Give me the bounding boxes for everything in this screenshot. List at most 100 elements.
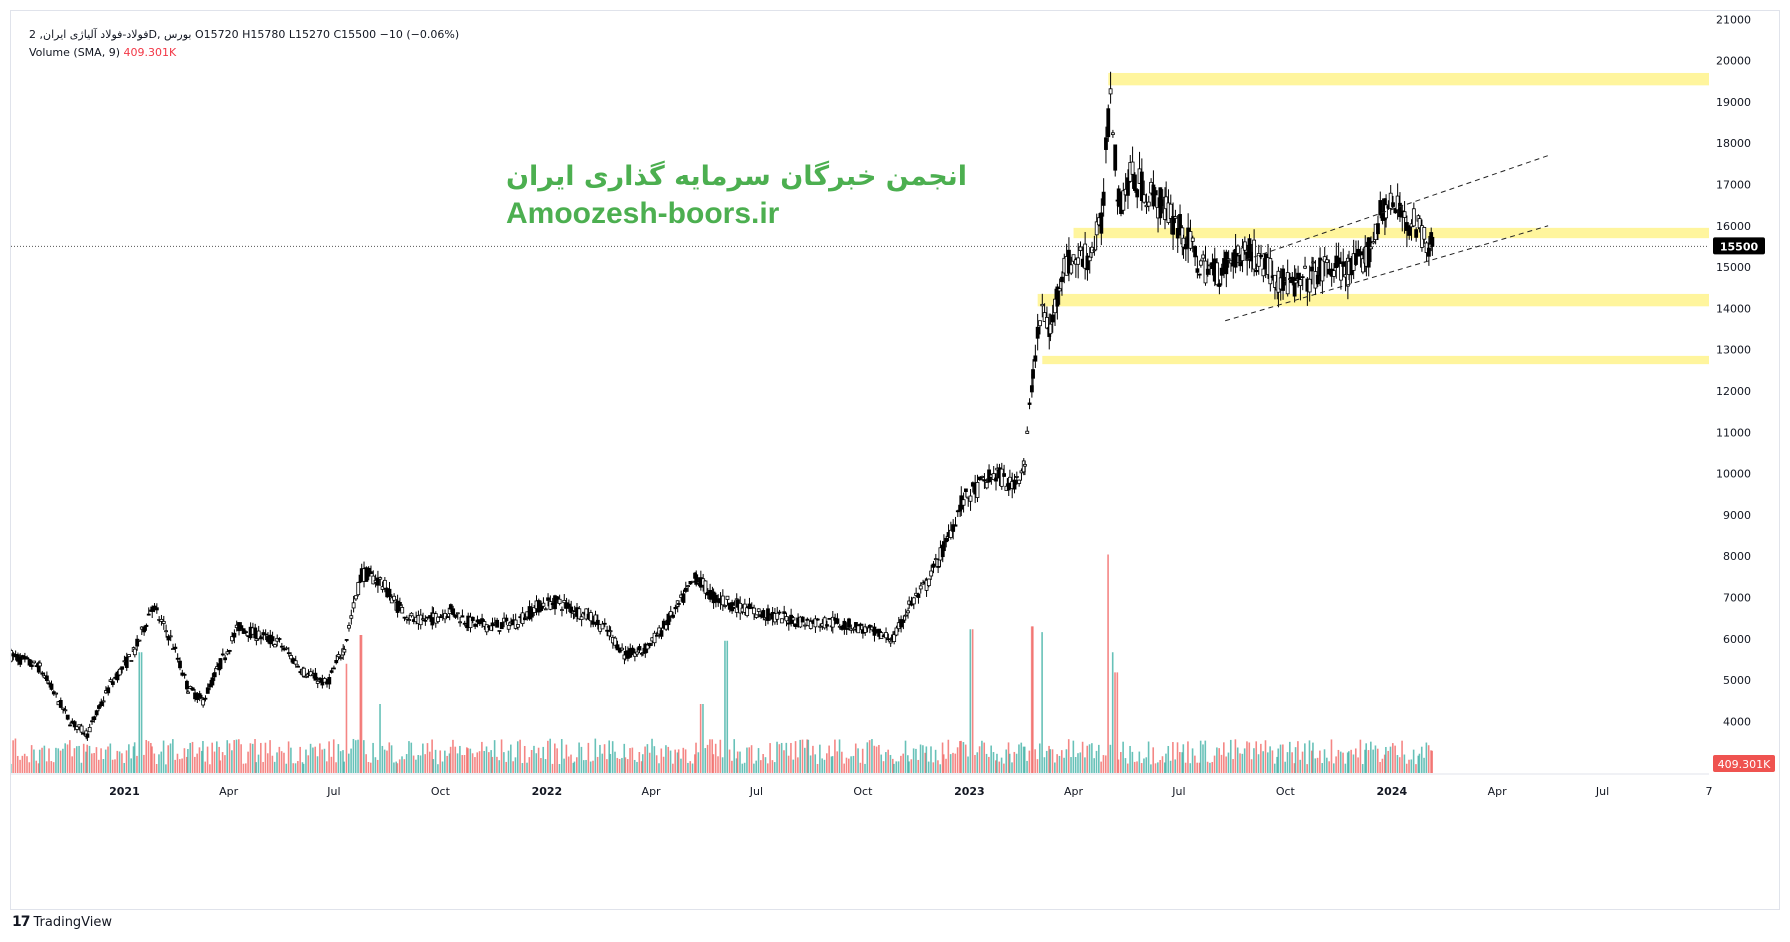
volume-bar [437, 764, 439, 773]
volume-bar [1430, 750, 1432, 773]
candle-body [253, 627, 258, 639]
candle-body [1388, 192, 1393, 209]
volume-bar [1370, 741, 1372, 773]
candle-body [1422, 227, 1427, 240]
volume-bar [1084, 757, 1086, 773]
volume-bar [1167, 745, 1170, 773]
volume-bar [114, 759, 116, 773]
candle-body [1031, 369, 1035, 379]
volume-bar [544, 759, 547, 773]
candle-body [497, 630, 502, 632]
volume-bar [769, 743, 771, 773]
volume-bar [676, 752, 679, 773]
tradingview-brand[interactable]: TradingView [33, 914, 113, 930]
volume-bar [941, 742, 944, 773]
volume-bar [153, 753, 156, 773]
volume-bar [1126, 763, 1129, 773]
volume-bar [1389, 746, 1392, 773]
volume-bar [733, 739, 736, 773]
candle-body [351, 602, 356, 609]
candle-body [1190, 237, 1195, 242]
volume-bar [962, 742, 965, 773]
volume-bar [1187, 741, 1189, 773]
volume-bar [287, 741, 290, 773]
candle-body [445, 616, 450, 618]
volume-bar [741, 763, 744, 773]
volume-bar [910, 759, 913, 773]
volume-bar [712, 754, 715, 773]
candle-body [68, 724, 72, 727]
volume-bar [526, 762, 528, 773]
volume-bar [1060, 750, 1063, 773]
volume-bar [1199, 740, 1202, 773]
volume-bar [198, 747, 201, 773]
candle-body [1339, 263, 1343, 281]
candle-body [296, 665, 300, 668]
volume-bar [123, 762, 126, 773]
volume-bar [753, 763, 755, 773]
candle-body [926, 578, 931, 587]
volume-bar [35, 760, 38, 773]
volume-bar [1007, 742, 1010, 773]
volume-bar [359, 635, 362, 773]
volume-bar [651, 738, 653, 773]
volume-bar [456, 753, 459, 773]
volume-bar [1267, 752, 1269, 773]
candle-body [815, 618, 820, 621]
volume-bar [38, 749, 41, 773]
x-tick-label: Apr [1064, 785, 1084, 798]
watermark-persian: انجمن خبرگان سرمایه گذاری ایران [506, 161, 968, 192]
volume-bar [1332, 763, 1335, 773]
candle-body [1361, 258, 1365, 273]
candle-body [847, 618, 851, 628]
volume-bar [64, 743, 67, 773]
volume-bar [959, 741, 961, 773]
candle-body [279, 645, 284, 648]
volume-bar [439, 750, 442, 773]
candle-body [1201, 254, 1206, 259]
candle-body [984, 482, 989, 489]
volume-bar [1138, 751, 1141, 773]
volume-bar [809, 755, 812, 773]
y-tick-label: 17000 [1716, 178, 1751, 191]
price-chart[interactable]: 3000400050006000700080009000100001100012… [11, 11, 1779, 909]
volume-bar [1049, 749, 1052, 773]
volume-bar [669, 750, 672, 773]
candle-body [901, 619, 906, 623]
volume-bar [621, 757, 623, 773]
volume-bar [714, 743, 717, 773]
volume-bar [626, 759, 629, 773]
volume-bar [567, 756, 570, 773]
candle-body [1027, 402, 1032, 405]
volume-bar [454, 746, 457, 773]
volume-bar [55, 747, 57, 773]
volume-bar [762, 754, 764, 773]
volume-bar [908, 761, 910, 773]
candle-body [1411, 208, 1416, 227]
volume-bar [523, 745, 526, 773]
volume-bar [449, 746, 452, 773]
candle-body [892, 634, 897, 643]
volume-bar [964, 744, 967, 773]
volume-bar [80, 762, 83, 773]
volume-bar [887, 749, 889, 773]
volume-bar [1417, 755, 1420, 773]
volume-bar [59, 750, 62, 773]
volume-bar [806, 739, 808, 773]
volume-bar [1232, 759, 1234, 773]
candle-body [332, 667, 336, 670]
volume-bar [616, 757, 619, 773]
volume-bar [396, 763, 399, 773]
candle-body [818, 625, 822, 628]
candle-body [504, 617, 509, 622]
candle-body [620, 647, 625, 651]
volume-bar [606, 759, 608, 773]
volume-bar [594, 738, 597, 773]
volume-bar [202, 741, 204, 773]
candle-body [532, 607, 537, 613]
candle-body [284, 647, 289, 650]
volume-bar [307, 755, 310, 773]
candle-body [356, 582, 361, 596]
volume-bar [1013, 751, 1016, 773]
candle-body [1092, 249, 1097, 252]
